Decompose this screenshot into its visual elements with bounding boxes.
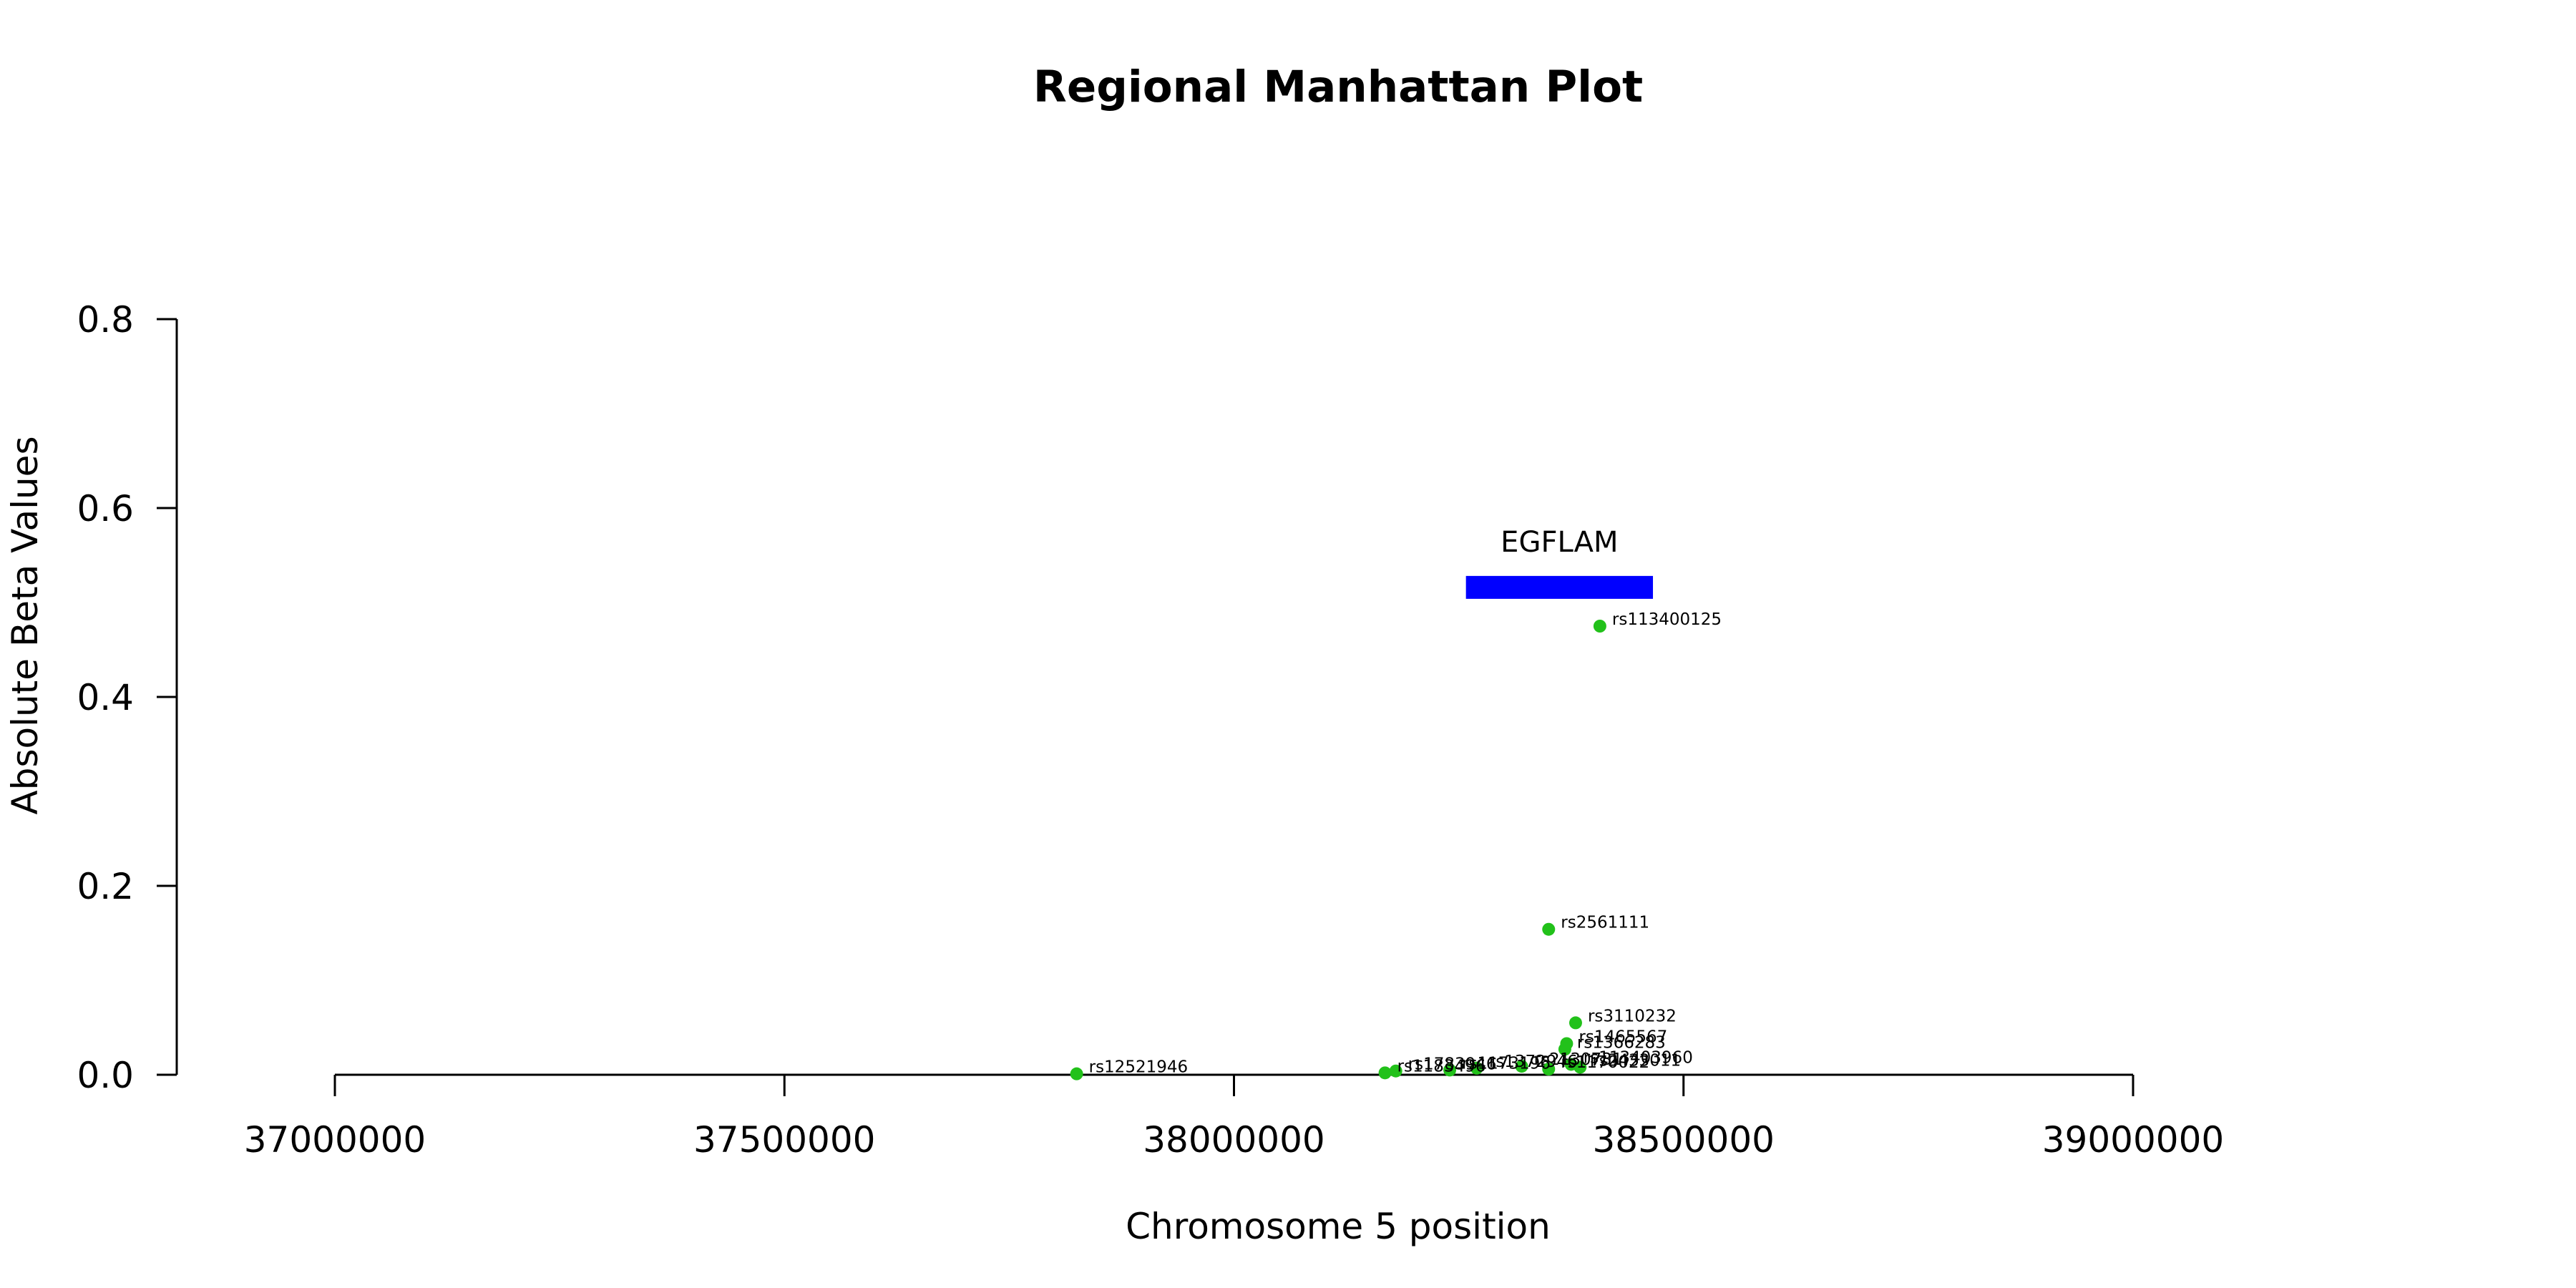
snp-point: [1389, 1064, 1402, 1078]
snp-point: [1070, 1067, 1083, 1080]
snp-label: rs1173196: [1462, 1054, 1551, 1073]
y-tick-label: 0.6: [77, 488, 134, 530]
y-axis: 0.0 0.2 0.4 0.6 0.8: [77, 299, 178, 1096]
snp-label: rs2561111: [1561, 914, 1649, 932]
y-tick-label: 0.4: [77, 677, 134, 718]
snp-point: [1593, 620, 1606, 633]
snp-point: [1378, 1066, 1392, 1080]
x-tick-label: 37500000: [693, 1119, 876, 1161]
x-tick-label: 38500000: [1593, 1119, 1775, 1161]
x-axis-title: Chromosome 5 position: [1126, 1206, 1551, 1247]
x-tick-label: 39000000: [2042, 1119, 2225, 1161]
snp-point: [1470, 1061, 1483, 1075]
snp-label: rs3110232: [1588, 1007, 1677, 1025]
snp-point: [1542, 922, 1556, 936]
x-tick-label: 38000000: [1143, 1119, 1325, 1161]
snp-label: rs2433011: [1592, 1051, 1681, 1070]
snp-points: rs113400125rs2561111rs3110232rs1465567rs…: [1070, 610, 1722, 1080]
gene-track: EGFLAM: [1465, 526, 1654, 599]
gene-label: EGFLAM: [1501, 526, 1618, 559]
snp-point: [1558, 1043, 1571, 1056]
y-axis-title: Absolute Beta Values: [4, 436, 46, 815]
snp-label: rs12521946: [1089, 1058, 1189, 1077]
snp-label: rs1183496: [1397, 1057, 1486, 1075]
snp-label: rs1783946: [1408, 1055, 1497, 1074]
snp-label: rs1465567: [1579, 1028, 1667, 1046]
x-tick-label: 37000000: [244, 1119, 426, 1161]
y-tick-label: 0.8: [77, 299, 134, 341]
chart-title: Regional Manhattan Plot: [1033, 62, 1643, 112]
snp-point: [1542, 1063, 1556, 1076]
snp-label: rs113403960: [1584, 1048, 1693, 1067]
snp-point: [1515, 1060, 1528, 1073]
snp-point: [1574, 1060, 1587, 1074]
gene-bar: [1465, 575, 1654, 599]
snp-label: rs113400125: [1612, 610, 1722, 629]
snp-point: [1443, 1063, 1457, 1077]
snp-label: rs1366283: [1577, 1033, 1666, 1052]
y-tick-label: 0.0: [77, 1055, 134, 1096]
x-axis: 37000000 37500000 38000000 38500000 39000000: [244, 1073, 2225, 1161]
snp-point: [1568, 1016, 1582, 1030]
snp-label: rs1372946: [1489, 1053, 1578, 1071]
snp-label: rs1170022: [1561, 1053, 1649, 1072]
y-tick-label: 0.2: [77, 866, 134, 907]
